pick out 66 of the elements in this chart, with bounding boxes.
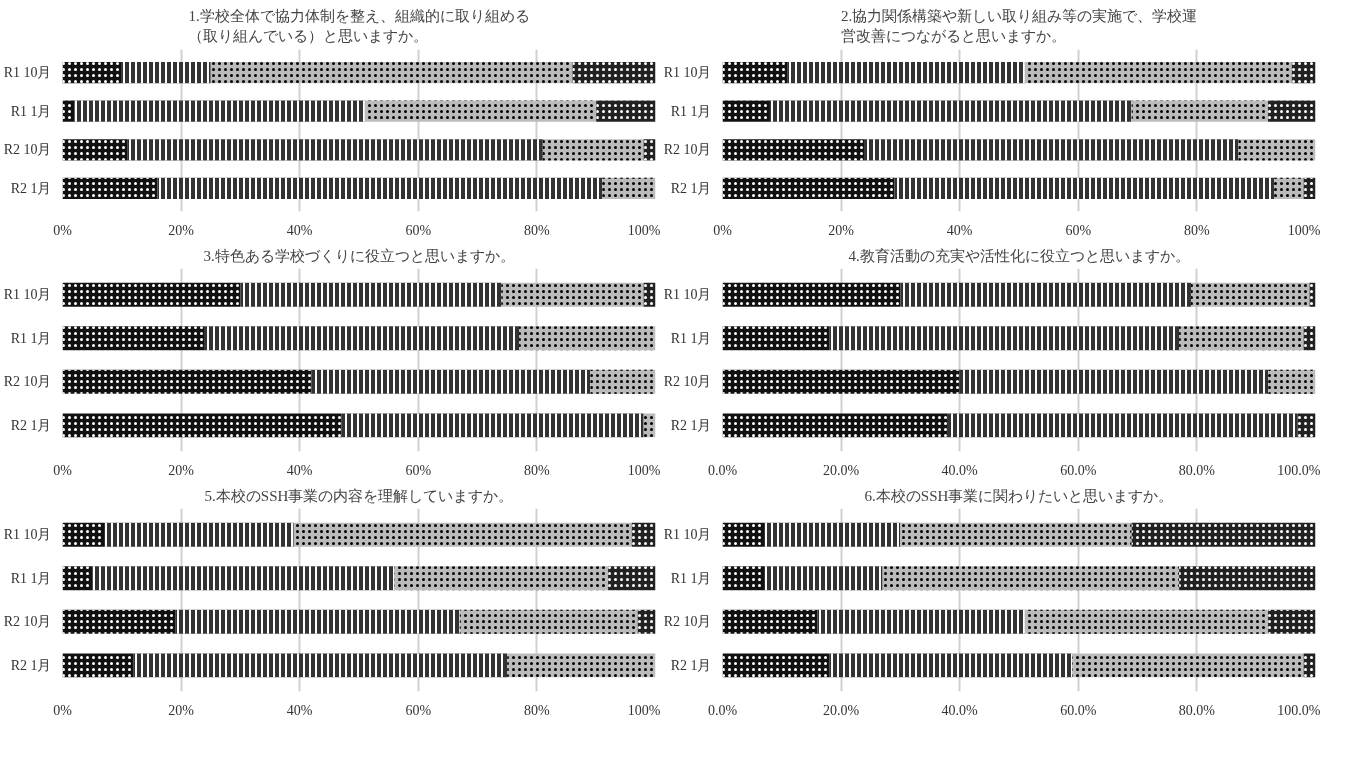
y-tick-label: R2 1月 bbox=[670, 180, 712, 196]
chart-title: 4.教育活動の充実や活性化に役立つと思いますか。 bbox=[848, 247, 1190, 264]
x-tick-label: 60% bbox=[405, 462, 432, 478]
x-tick-label: 0.0% bbox=[707, 462, 738, 478]
x-tick-label: 40.0% bbox=[941, 462, 979, 478]
y-tick-label: R1 1月 bbox=[10, 570, 52, 586]
x-tick-label: 40.0% bbox=[941, 702, 979, 718]
y-tick-label: R2 10月 bbox=[663, 142, 712, 158]
y-tick-label: R1 1月 bbox=[670, 103, 712, 119]
x-tick-label: 20% bbox=[168, 702, 195, 718]
x-tick-label: 0% bbox=[53, 222, 73, 238]
y-tick-label: R2 1月 bbox=[670, 657, 712, 673]
x-tick-label: 0% bbox=[713, 222, 733, 238]
y-tick-label: R2 10月 bbox=[663, 614, 712, 630]
y-tick-label: R1 10月 bbox=[663, 527, 712, 543]
y-tick-label: R1 10月 bbox=[3, 527, 52, 543]
chart-title: 1.学校全体で協力体制を整え、組織的に取り組める（取り組んでいる）と思いますか。 bbox=[188, 7, 530, 45]
x-tick-label: 60% bbox=[1065, 222, 1092, 238]
x-tick-label: 20% bbox=[168, 222, 195, 238]
y-tick-label: R2 1月 bbox=[10, 180, 52, 196]
x-tick-label: 100.0% bbox=[1277, 462, 1321, 478]
y-tick-label: R2 1月 bbox=[10, 657, 52, 673]
y-tick-label: R2 1月 bbox=[10, 417, 52, 433]
y-tick-label: R1 10月 bbox=[663, 65, 712, 81]
y-tick-label: R1 10月 bbox=[3, 65, 52, 81]
x-tick-label: 80% bbox=[524, 462, 551, 478]
y-tick-label: R1 1月 bbox=[10, 103, 52, 119]
chart-title: 5.本校のSSH事業の内容を理解していますか。 bbox=[204, 487, 514, 504]
x-tick-label: 100% bbox=[627, 222, 661, 238]
y-tick-label: R1 1月 bbox=[670, 330, 712, 346]
x-tick-label: 20% bbox=[168, 462, 195, 478]
y-tick-label: R2 1月 bbox=[670, 417, 712, 433]
y-tick-label: R1 10月 bbox=[663, 287, 712, 303]
y-tick-label: R1 1月 bbox=[670, 570, 712, 586]
x-tick-label: 100% bbox=[627, 702, 661, 718]
x-tick-label: 100% bbox=[627, 462, 661, 478]
x-tick-label: 80% bbox=[524, 222, 551, 238]
y-tick-label: R2 10月 bbox=[663, 374, 712, 390]
chart-title: 3.特色ある学校づくりに役立つと思いますか。 bbox=[203, 247, 515, 264]
y-tick-label: R1 1月 bbox=[10, 330, 52, 346]
chart-title: 6.本校のSSH事業に関わりたいと思いますか。 bbox=[864, 487, 1174, 504]
x-tick-label: 40% bbox=[286, 462, 313, 478]
x-tick-label: 0.0% bbox=[707, 702, 738, 718]
x-tick-label: 40% bbox=[946, 222, 973, 238]
x-tick-label: 60% bbox=[405, 702, 432, 718]
x-tick-label: 0% bbox=[53, 462, 73, 478]
x-tick-label: 0% bbox=[53, 702, 73, 718]
x-tick-label: 80.0% bbox=[1178, 462, 1216, 478]
y-tick-label: R2 10月 bbox=[3, 142, 52, 158]
chart-title: 2.協力関係構築や新しい取り組み等の実施で、学校運営改善につながると思いますか。 bbox=[840, 7, 1198, 45]
y-tick-label: R2 10月 bbox=[3, 374, 52, 390]
x-tick-label: 40% bbox=[286, 702, 313, 718]
x-tick-label: 100.0% bbox=[1277, 702, 1321, 718]
x-tick-label: 100% bbox=[1287, 222, 1321, 238]
x-tick-label: 60.0% bbox=[1060, 702, 1097, 718]
y-tick-label: R1 10月 bbox=[3, 287, 52, 303]
x-tick-label: 60.0% bbox=[1060, 462, 1097, 478]
x-tick-label: 80% bbox=[524, 702, 551, 718]
x-tick-label: 40% bbox=[286, 222, 313, 238]
x-tick-label: 20% bbox=[828, 222, 855, 238]
x-tick-label: 20.0% bbox=[823, 462, 860, 478]
x-tick-label: 60% bbox=[405, 222, 432, 238]
x-tick-label: 20.0% bbox=[823, 702, 860, 718]
x-tick-label: 80.0% bbox=[1178, 702, 1216, 718]
x-tick-label: 80% bbox=[1184, 222, 1211, 238]
y-tick-label: R2 10月 bbox=[3, 614, 52, 630]
